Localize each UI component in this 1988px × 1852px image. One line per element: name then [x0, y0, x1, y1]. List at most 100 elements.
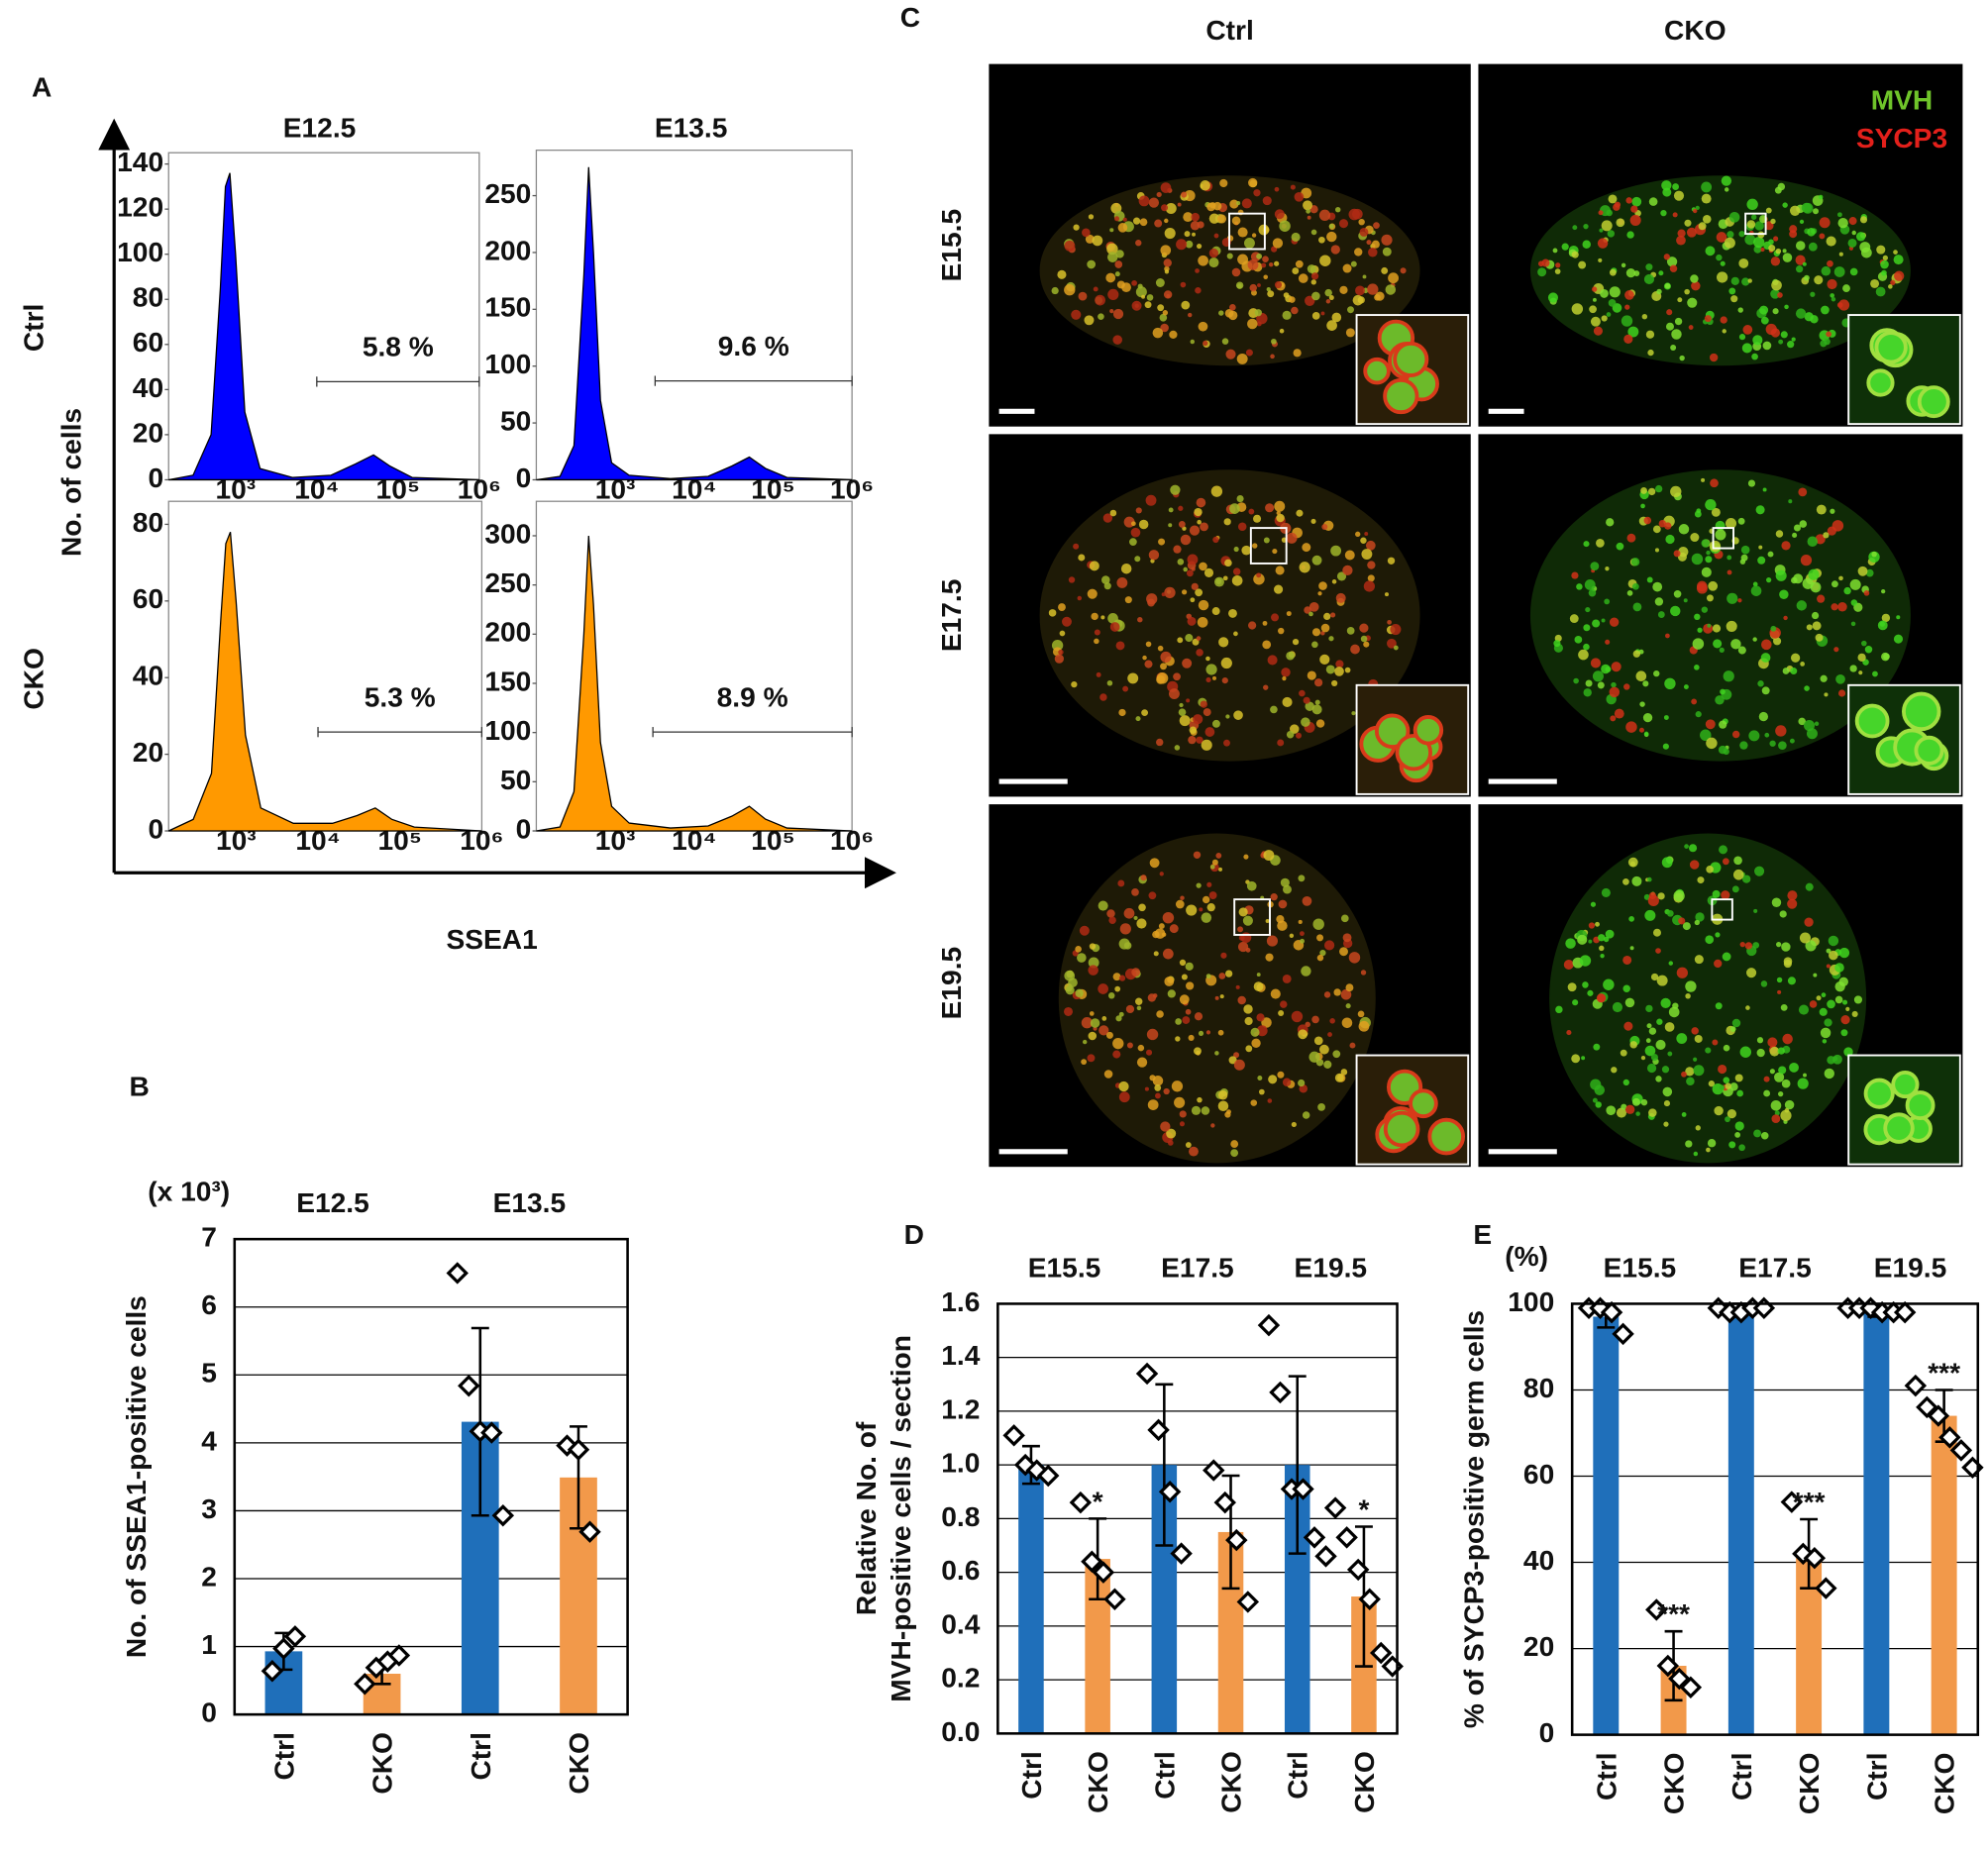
inset-cell — [1866, 368, 1895, 397]
cell — [1875, 286, 1886, 297]
cell — [1701, 477, 1706, 482]
cell — [1106, 679, 1113, 686]
cell — [1582, 981, 1589, 988]
cell — [1762, 487, 1767, 492]
cell — [1571, 303, 1584, 315]
plot-frame — [1570, 1302, 1980, 1736]
cell — [1663, 1100, 1671, 1107]
cell — [1662, 743, 1669, 750]
y-tick-label: 40 — [133, 372, 163, 403]
cell — [1387, 619, 1392, 625]
cell — [1608, 299, 1617, 307]
cell — [1112, 308, 1124, 320]
cell — [1084, 315, 1095, 326]
x-axis-label: SSEA1 — [446, 924, 537, 955]
cell — [1106, 243, 1118, 256]
cell — [1201, 1106, 1210, 1115]
cell — [1782, 202, 1788, 208]
cell — [1258, 224, 1270, 236]
panel-label: D — [904, 1219, 924, 1250]
x-tick-label: Ctrl — [1149, 1751, 1180, 1799]
cell — [1870, 278, 1880, 288]
cell — [1640, 1055, 1646, 1061]
cell — [1780, 1109, 1792, 1121]
cell — [1257, 283, 1261, 287]
cell — [1282, 974, 1292, 983]
cell — [1317, 1103, 1325, 1111]
cell — [1719, 720, 1727, 729]
cell — [1639, 701, 1645, 707]
cell — [1265, 919, 1270, 923]
cell — [1219, 178, 1228, 188]
cell — [1686, 1077, 1695, 1086]
cell — [1784, 1099, 1795, 1110]
cell — [1660, 209, 1667, 217]
cell — [1160, 651, 1172, 663]
cell — [1186, 904, 1198, 916]
x-tick-label: 10⁶ — [458, 473, 501, 504]
cell — [1771, 1114, 1781, 1123]
y-axis-label: MVH-positive cells / section — [886, 1335, 916, 1702]
cell — [1051, 286, 1059, 295]
x-tick-label: CKO — [1794, 1753, 1825, 1815]
cell — [1194, 507, 1203, 517]
y-tick-label: 1.2 — [941, 1393, 980, 1424]
cell — [1117, 223, 1128, 233]
cell — [1805, 882, 1814, 891]
cell — [1185, 240, 1194, 249]
cell — [1122, 217, 1127, 222]
cell — [1225, 349, 1236, 360]
data-point — [446, 1262, 469, 1285]
cell — [1806, 624, 1813, 631]
cell — [1115, 250, 1124, 258]
cell — [1834, 963, 1844, 973]
cell — [1681, 1071, 1687, 1078]
cell — [1335, 660, 1344, 669]
cell — [1787, 890, 1798, 901]
cell — [1711, 507, 1721, 517]
cell — [1236, 283, 1242, 289]
cell — [1771, 279, 1782, 291]
cell — [1648, 1108, 1657, 1117]
cell — [1621, 262, 1626, 268]
cell — [1331, 679, 1338, 687]
cell — [1171, 1080, 1184, 1092]
cell — [1323, 991, 1331, 998]
cell — [1206, 881, 1212, 887]
histogram — [536, 535, 853, 832]
cell — [1278, 1009, 1285, 1016]
cell — [1274, 186, 1280, 192]
cell — [1610, 715, 1617, 722]
inset-cell — [1395, 733, 1432, 772]
cell — [1348, 208, 1360, 221]
cell — [1696, 582, 1708, 594]
y-tick-label: 2 — [201, 1561, 217, 1592]
cell — [1188, 1034, 1195, 1041]
cell — [1250, 1027, 1260, 1037]
row-label: E19.5 — [936, 947, 967, 1020]
cell — [1694, 1034, 1703, 1043]
cell — [1118, 708, 1126, 717]
cell — [1577, 934, 1588, 945]
cell — [1141, 294, 1145, 299]
cell — [1077, 595, 1082, 601]
data-point — [1600, 1300, 1623, 1324]
cell — [1253, 189, 1261, 197]
cell — [1753, 237, 1765, 249]
cell — [1268, 1075, 1278, 1084]
cell — [1598, 257, 1603, 262]
row-label: Ctrl — [18, 304, 49, 352]
cell — [1180, 281, 1187, 288]
cell — [1737, 307, 1743, 313]
cell — [1804, 274, 1810, 281]
cell — [1726, 620, 1737, 632]
cell — [1319, 654, 1330, 665]
cell — [1252, 543, 1258, 549]
cell — [1109, 509, 1117, 517]
cell — [1328, 295, 1334, 301]
y-tick-label: 150 — [484, 666, 531, 696]
cell — [1737, 646, 1746, 655]
cell — [1880, 259, 1889, 269]
zoom-box — [1744, 212, 1767, 236]
cell — [1335, 206, 1341, 213]
